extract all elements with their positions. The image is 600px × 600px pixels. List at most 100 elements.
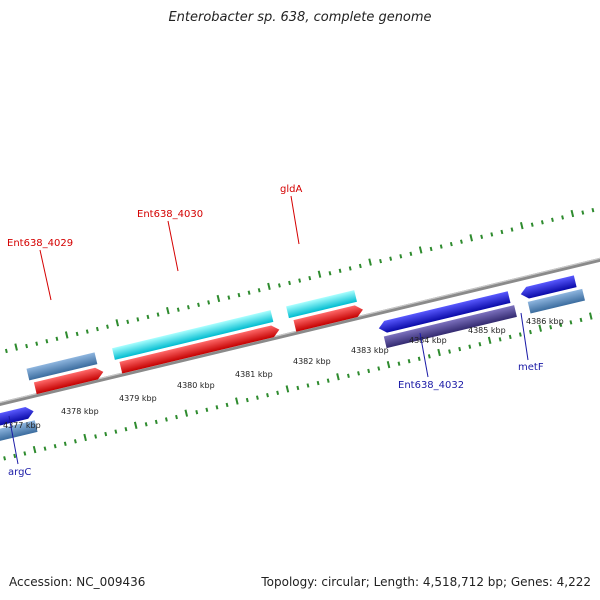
reverse-tick: [569, 320, 573, 325]
reverse-tick: [104, 431, 108, 437]
forward-tick: [389, 256, 393, 261]
gene-argc-arrow[interactable]: [0, 405, 35, 432]
forward-tick: [449, 241, 453, 247]
forward-tick: [348, 266, 352, 271]
gene-label-leader: [290, 195, 300, 245]
forward-tick: [409, 251, 413, 257]
forward-tick: [247, 290, 251, 295]
axis-tick-label: 4386 kbp: [526, 317, 564, 326]
gene-argc-box[interactable]: [0, 420, 38, 447]
forward-tick: [197, 302, 200, 308]
reverse-tick: [478, 342, 482, 347]
gene-ent638-4029-arrow[interactable]: [33, 366, 105, 395]
gene-label[interactable]: argC: [8, 467, 31, 478]
reverse-tick: [437, 348, 441, 357]
reverse-tick: [266, 393, 269, 398]
gene-label[interactable]: gldA: [280, 184, 302, 195]
gene-label[interactable]: Ent638_4029: [7, 238, 73, 249]
reverse-tick: [245, 397, 249, 403]
reverse-tick: [588, 312, 593, 320]
forward-tick: [561, 215, 565, 220]
reverse-tick: [448, 349, 451, 354]
reverse-tick: [346, 373, 350, 378]
map-title: Enterobacter sp. 638, complete genome: [168, 10, 432, 25]
gene-ent638-4032-arrow[interactable]: [377, 291, 511, 334]
forward-tick: [277, 283, 281, 288]
reverse-tick: [63, 441, 67, 446]
reverse-tick: [508, 334, 512, 340]
gene-ent638-4030-box[interactable]: [112, 310, 274, 360]
reverse-tick: [94, 434, 98, 439]
axis-tick-label: 4378 kbp: [61, 407, 99, 416]
forward-tick: [257, 288, 261, 293]
reverse-tick: [13, 453, 17, 459]
forward-tick: [216, 294, 221, 303]
reverse-tick: [468, 344, 472, 349]
forward-tick: [379, 258, 382, 264]
reverse-tick: [144, 422, 148, 427]
axis-tick-label: 4383 kbp: [351, 346, 389, 355]
forward-tick: [186, 305, 190, 310]
forward-tick: [551, 217, 554, 223]
reverse-tick: [32, 445, 37, 454]
gene-metf-arrow[interactable]: [519, 275, 577, 300]
reverse-tick: [407, 359, 411, 364]
gene-ent638-4029-box[interactable]: [26, 352, 98, 381]
forward-tick: [64, 331, 69, 339]
forward-tick: [267, 282, 271, 291]
forward-tick: [570, 209, 575, 218]
gene-label[interactable]: Ent638_4030: [137, 209, 203, 220]
forward-tick: [4, 348, 8, 354]
forward-tick: [207, 300, 211, 305]
gene-label-leader: [39, 249, 52, 301]
axis-tick-label: 4377 kbp: [3, 421, 41, 430]
forward-tick: [581, 210, 585, 215]
forward-tick: [14, 343, 18, 351]
forward-tick: [55, 336, 59, 341]
gene-label-leader: [167, 220, 179, 272]
reverse-tick: [154, 419, 158, 425]
reverse-tick: [205, 407, 209, 412]
reverse-tick: [549, 325, 553, 330]
forward-tick: [338, 268, 342, 274]
reverse-tick: [306, 383, 310, 388]
accession-label: Accession: NC_009436: [9, 575, 146, 589]
forward-tick: [25, 343, 29, 349]
reverse-tick: [529, 329, 532, 335]
gene-label[interactable]: Ent638_4032: [398, 380, 464, 391]
forward-tick: [500, 229, 504, 235]
axis-tick-label: 4382 kbp: [293, 357, 331, 366]
gene-metf-box[interactable]: [527, 288, 585, 314]
forward-tick: [146, 314, 150, 320]
gene-label-leader: [8, 415, 19, 465]
reverse-tick: [133, 421, 138, 429]
gene-ent638-4032-box[interactable]: [383, 305, 517, 349]
forward-tick: [530, 222, 534, 227]
reverse-tick: [498, 337, 502, 342]
reverse-tick: [559, 322, 563, 327]
reverse-tick: [114, 429, 118, 434]
gene-glda-arrow[interactable]: [293, 304, 365, 332]
forward-tick: [418, 246, 423, 254]
forward-tick: [480, 234, 484, 240]
gene-glda-box[interactable]: [286, 290, 357, 319]
forward-tick: [136, 317, 140, 322]
forward-tick: [176, 307, 180, 312]
reverse-tick: [487, 336, 492, 344]
gene-ent638-4030-arrow[interactable]: [119, 324, 280, 374]
reverse-tick: [53, 444, 57, 449]
reverse-tick: [23, 451, 27, 456]
reverse-tick: [357, 371, 360, 376]
axis-tick-label: 4385 kbp: [468, 326, 506, 335]
forward-tick: [237, 292, 241, 298]
reverse-tick: [518, 332, 522, 337]
forward-tick: [45, 339, 49, 344]
reverse-tick: [427, 354, 431, 359]
axis-tick-label: 4384 kbp: [409, 336, 447, 345]
forward-tick: [308, 275, 312, 281]
reverse-tick: [386, 360, 391, 369]
forward-tick: [519, 222, 524, 230]
forward-tick: [591, 207, 595, 213]
gene-label[interactable]: metF: [518, 362, 544, 373]
gene-label-leader: [419, 332, 429, 378]
